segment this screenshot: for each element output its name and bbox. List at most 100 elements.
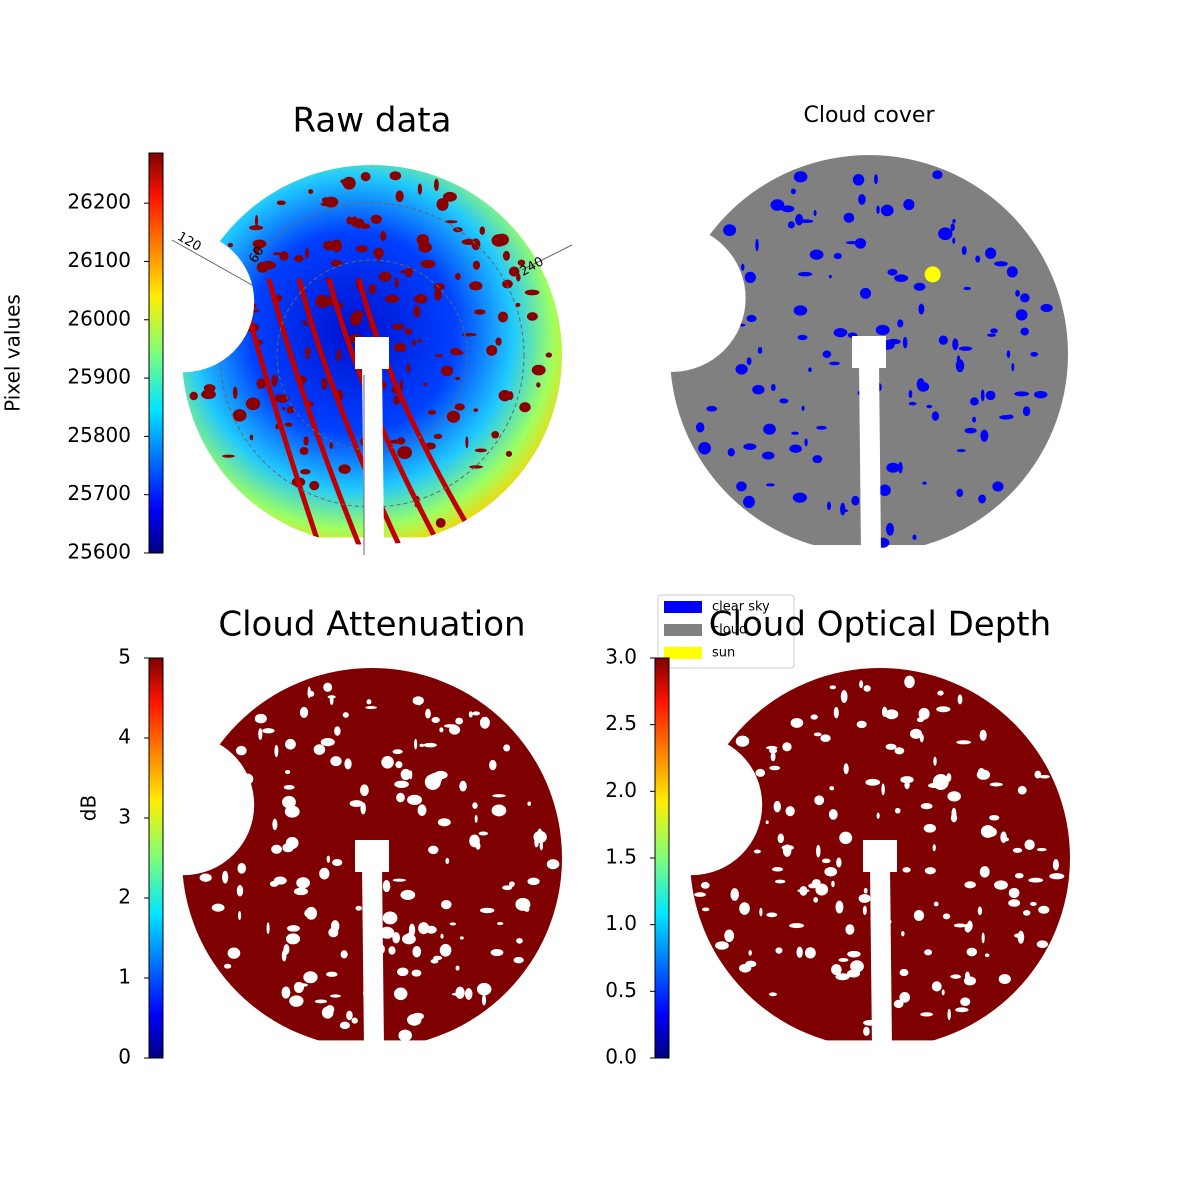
cloud-blob	[321, 377, 328, 390]
cloud-blob	[412, 339, 417, 346]
cloud-blob	[299, 706, 309, 718]
cloud-blob	[368, 283, 376, 295]
legend-swatch	[664, 624, 702, 636]
cloud-blob	[759, 907, 763, 917]
cloud-blob	[755, 768, 766, 777]
cloud-blob	[545, 352, 553, 358]
cloud-blob	[274, 394, 289, 403]
cloud-blob	[319, 867, 330, 880]
cloud-blob	[816, 844, 821, 858]
cloud-blob	[526, 312, 538, 321]
cloud-blob	[435, 353, 443, 358]
cloud-blob	[878, 484, 891, 497]
cloud-streak	[356, 278, 482, 545]
camera-housing	[852, 336, 886, 368]
cloud-blob	[1020, 327, 1029, 336]
cloud-blob	[454, 403, 465, 411]
cloud-blob	[781, 205, 795, 213]
cloud-blob	[1020, 293, 1030, 303]
cloud-blob	[309, 480, 320, 491]
cloud-blob	[414, 738, 418, 750]
cloud-blob	[351, 1017, 358, 1024]
cloud-blob	[321, 1006, 334, 1019]
cloud-blob	[797, 271, 813, 277]
cloud-blob	[735, 735, 750, 747]
cloud-blob	[393, 987, 408, 1001]
cloud-blob	[815, 883, 829, 896]
cloud-blob	[739, 902, 750, 915]
cloud-blob	[787, 221, 795, 229]
cloud-blob	[904, 675, 915, 689]
cloud-blob	[423, 382, 428, 386]
cloud-blob	[894, 807, 901, 814]
cloud-blob	[254, 243, 260, 255]
cloud-blob	[835, 973, 850, 981]
cloud-blob	[1039, 774, 1050, 779]
cloud-blob	[524, 907, 530, 912]
cloud-blob	[777, 833, 785, 844]
cloud-blob	[360, 171, 371, 182]
cloud-blob	[489, 759, 497, 771]
cloud-blob	[381, 756, 394, 769]
cloud-blob	[933, 756, 937, 766]
sun-disc	[424, 774, 441, 790]
cloud-blob	[393, 395, 400, 405]
cloud-blob	[743, 443, 757, 450]
cloud-blob	[1030, 351, 1039, 357]
cloud-blob	[416, 234, 430, 246]
cloud-blob	[283, 784, 295, 790]
cloud-blob	[964, 923, 972, 933]
cloud-blob	[321, 197, 329, 203]
cloud-blob	[201, 389, 216, 400]
cloud-blob	[356, 245, 368, 253]
cloud-blob	[894, 274, 909, 282]
cloud-blob	[285, 738, 296, 750]
cloud-blob	[850, 960, 864, 973]
cloud-blob	[1036, 847, 1047, 852]
cloud-blob	[539, 841, 544, 851]
cloud-blob	[796, 946, 803, 958]
cloud-blob	[765, 820, 769, 825]
cloud-blob	[254, 214, 259, 227]
cloud-blob	[527, 877, 540, 886]
cloud-blob	[434, 288, 442, 301]
cloud-blob	[977, 906, 983, 916]
cloud-blob	[1008, 899, 1021, 907]
cloud-blob	[249, 434, 254, 441]
cloud-blob	[534, 837, 539, 848]
cloud-blob	[874, 174, 878, 185]
cloud-blob	[765, 483, 775, 487]
cloud-blob	[847, 950, 861, 958]
cloud-blob	[326, 971, 338, 977]
cloud-blob	[427, 409, 437, 415]
cloud-blob	[770, 752, 776, 762]
colorbar-tick-label: 25700	[67, 481, 131, 505]
cloud-blob	[454, 376, 461, 381]
panel: Cloud cover	[598, 103, 1068, 553]
cloud-blob	[382, 911, 398, 925]
cloud-blob	[273, 876, 287, 885]
cloud-blob	[856, 720, 867, 729]
cloud-blob	[331, 239, 342, 253]
cloud-blob	[735, 364, 748, 375]
cloud-blob	[330, 756, 342, 767]
cloud-blob	[469, 834, 480, 848]
sun-disc	[924, 266, 941, 283]
cloud-blob	[785, 806, 795, 817]
cloud-blob	[843, 212, 855, 223]
cloud-blob	[256, 261, 269, 273]
cloud-blob	[843, 763, 849, 775]
cloud-blob	[286, 406, 295, 414]
cloud-blob	[923, 823, 937, 833]
cloud-blob	[741, 263, 745, 271]
cloud-blob	[433, 433, 443, 440]
cloud-blob	[899, 968, 909, 977]
cloud-blob	[937, 690, 944, 696]
cloud-blob	[955, 359, 965, 373]
cloud-blob	[765, 745, 778, 750]
cloud-blob	[472, 802, 478, 809]
camera-housing	[355, 337, 389, 369]
cloud-blob	[963, 286, 971, 291]
cloud-blob	[314, 999, 328, 1004]
